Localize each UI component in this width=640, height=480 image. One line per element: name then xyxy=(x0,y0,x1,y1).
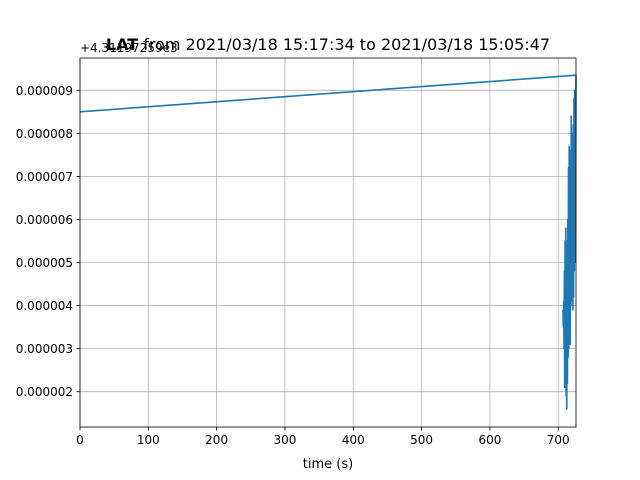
chart-title: LAT from 2021/03/18 15:17:34 to 2021/03/… xyxy=(106,35,550,54)
x-tick-label: 300 xyxy=(274,433,297,447)
y-tick-label: 0.000009 xyxy=(16,84,73,98)
y-tick-label: 0.000005 xyxy=(16,256,73,270)
x-tick-label: 0 xyxy=(76,433,84,447)
x-tick-label: 600 xyxy=(478,433,501,447)
chart-title-rest: from 2021/03/18 15:17:34 to 2021/03/18 1… xyxy=(138,35,550,54)
x-tick-label: 700 xyxy=(547,433,570,447)
y-tick-label: 0.000004 xyxy=(16,299,73,313)
x-axis: 0 100 200 300 400 500 600 700 xyxy=(76,427,570,447)
y-axis: 0.000002 0.000003 0.000004 0.000005 0.000006… xyxy=(16,84,80,399)
x-tick-label: 100 xyxy=(137,433,160,447)
x-axis-label: time (s) xyxy=(303,457,353,472)
grid xyxy=(79,58,576,427)
axes-frame xyxy=(79,57,577,428)
y-tick-label: 0.000003 xyxy=(16,342,73,356)
x-tick-label: 200 xyxy=(205,433,228,447)
chart-title-bold: LAT xyxy=(106,35,138,54)
y-tick-label: 0.000007 xyxy=(16,170,73,184)
series-line xyxy=(79,74,577,410)
plot-area xyxy=(79,74,577,410)
x-tick-label: 500 xyxy=(410,433,433,447)
y-tick-label: 0.000008 xyxy=(16,127,73,141)
y-tick-label: 0.000002 xyxy=(16,385,73,399)
y-tick-label: 0.000006 xyxy=(16,213,73,227)
y-offset-label: +4.31197259e3 xyxy=(80,41,178,55)
x-tick-label: 400 xyxy=(342,433,365,447)
